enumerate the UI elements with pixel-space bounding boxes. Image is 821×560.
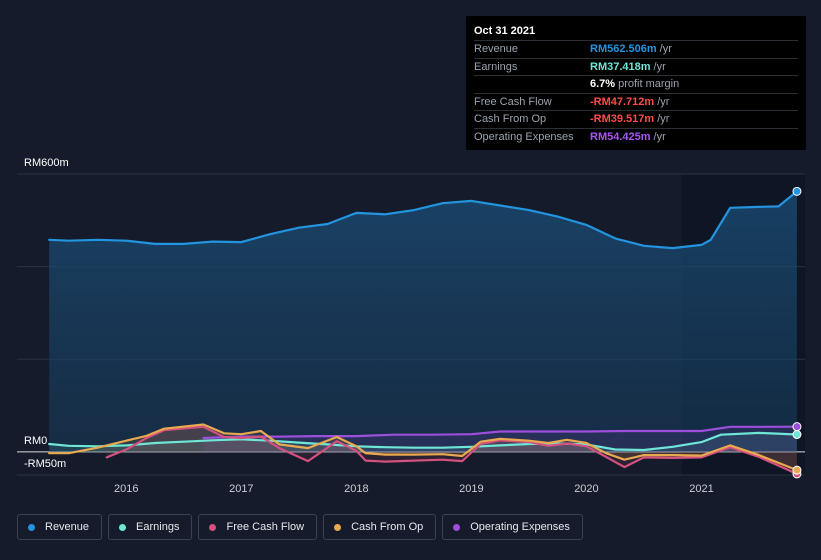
tooltip-row-value: RM54.425m <box>590 130 651 143</box>
operating-expenses-line <box>202 425 798 440</box>
tooltip-row-unit: profit margin <box>618 78 680 91</box>
tooltip-row-value: -RM47.712m <box>590 95 655 108</box>
tooltip-row-value: 6.7% <box>590 78 616 91</box>
cash-from-op-end-marker <box>792 465 802 475</box>
tooltip: Oct 31 2021 Revenue RM562.506m/yr Earnings… <box>466 16 806 150</box>
tooltip-row-label <box>474 76 590 93</box>
tooltip-row-unit: /yr <box>653 60 666 73</box>
tooltip-date: Oct 31 2021 <box>474 24 798 41</box>
tooltip-row-label: Operating Expenses <box>474 130 574 143</box>
legend-dot-icon <box>209 523 217 531</box>
x-tick-label: 2021 <box>689 483 713 495</box>
tooltip-row: Cash From Op -RM39.517m/yr <box>474 111 798 129</box>
legend-dot-icon <box>453 523 461 531</box>
tooltip-row: Operating Expenses RM54.425m/yr <box>474 129 798 146</box>
tooltip-row-unit: /yr <box>653 130 666 143</box>
cash-from-op-line <box>48 423 798 472</box>
tooltip-row: Earnings RM37.418m/yr <box>474 59 798 77</box>
tooltip-row-unit: /yr <box>657 95 670 108</box>
x-tick-label: 2016 <box>114 483 138 495</box>
x-tick-label: 2018 <box>344 483 368 495</box>
legend-dot-icon <box>119 523 127 531</box>
x-tick-label: 2019 <box>459 483 483 495</box>
tooltip-row-value: RM562.506m <box>590 43 657 55</box>
tooltip-row: Revenue RM562.506m/yr <box>474 41 798 59</box>
tooltip-row: Free Cash Flow -RM47.712m/yr <box>474 94 798 112</box>
y-tick-label: -RM50m <box>24 458 66 470</box>
revenue-line <box>48 190 798 250</box>
legend-item-free-cash-flow[interactable]: Free Cash Flow <box>198 514 318 540</box>
tooltip-row-label: Free Cash Flow <box>474 95 552 108</box>
legend-item-revenue[interactable]: Revenue <box>17 514 103 540</box>
tooltip-row-value: RM37.418m <box>590 60 651 73</box>
tooltip-row-value: -RM39.517m <box>590 113 655 126</box>
earnings-area <box>49 432 797 452</box>
revenue-area <box>49 191 797 452</box>
chart: RM600m RM0 -RM50m 2016 2017 2018 2019 2020 2021 <box>17 157 805 495</box>
tooltip-row-label: Cash From Op <box>474 113 547 126</box>
tooltip-row-unit: /yr <box>659 43 672 55</box>
legend-dot-icon <box>28 523 35 531</box>
y-tick-label: RM600m <box>24 157 69 169</box>
legend-label: Cash From Op <box>351 521 424 533</box>
earnings-line <box>48 431 798 452</box>
tooltip-row-label: Revenue <box>474 43 519 55</box>
legend: Revenue Earnings Free Cash Flow Cash From O… <box>17 514 583 540</box>
legend-item-operating-expenses[interactable]: Operating Expenses <box>442 514 583 540</box>
legend-label: Operating Expenses <box>470 521 570 533</box>
legend-label: Revenue <box>45 521 90 533</box>
legend-label: Free Cash Flow <box>226 521 305 533</box>
x-tick-label: 2017 <box>229 483 253 495</box>
tooltip-row-label: Earnings <box>474 60 518 73</box>
legend-item-cash-from-op[interactable]: Cash From Op <box>323 514 437 540</box>
tooltip-row: 6.7% profit margin <box>474 76 798 94</box>
legend-label: Earnings <box>136 521 180 533</box>
tooltip-row-unit: /yr <box>657 113 670 126</box>
legend-dot-icon <box>334 523 342 531</box>
operating-expenses-end-marker <box>792 422 802 432</box>
earnings-end-marker <box>792 430 802 440</box>
free-cash-flow-line <box>105 425 798 475</box>
free-cash-flow-area <box>106 426 797 474</box>
y-tick-label: RM0 <box>24 435 47 447</box>
legend-item-earnings[interactable]: Earnings <box>108 514 193 540</box>
x-tick-label: 2020 <box>574 483 598 495</box>
revenue-end-marker <box>792 186 802 196</box>
